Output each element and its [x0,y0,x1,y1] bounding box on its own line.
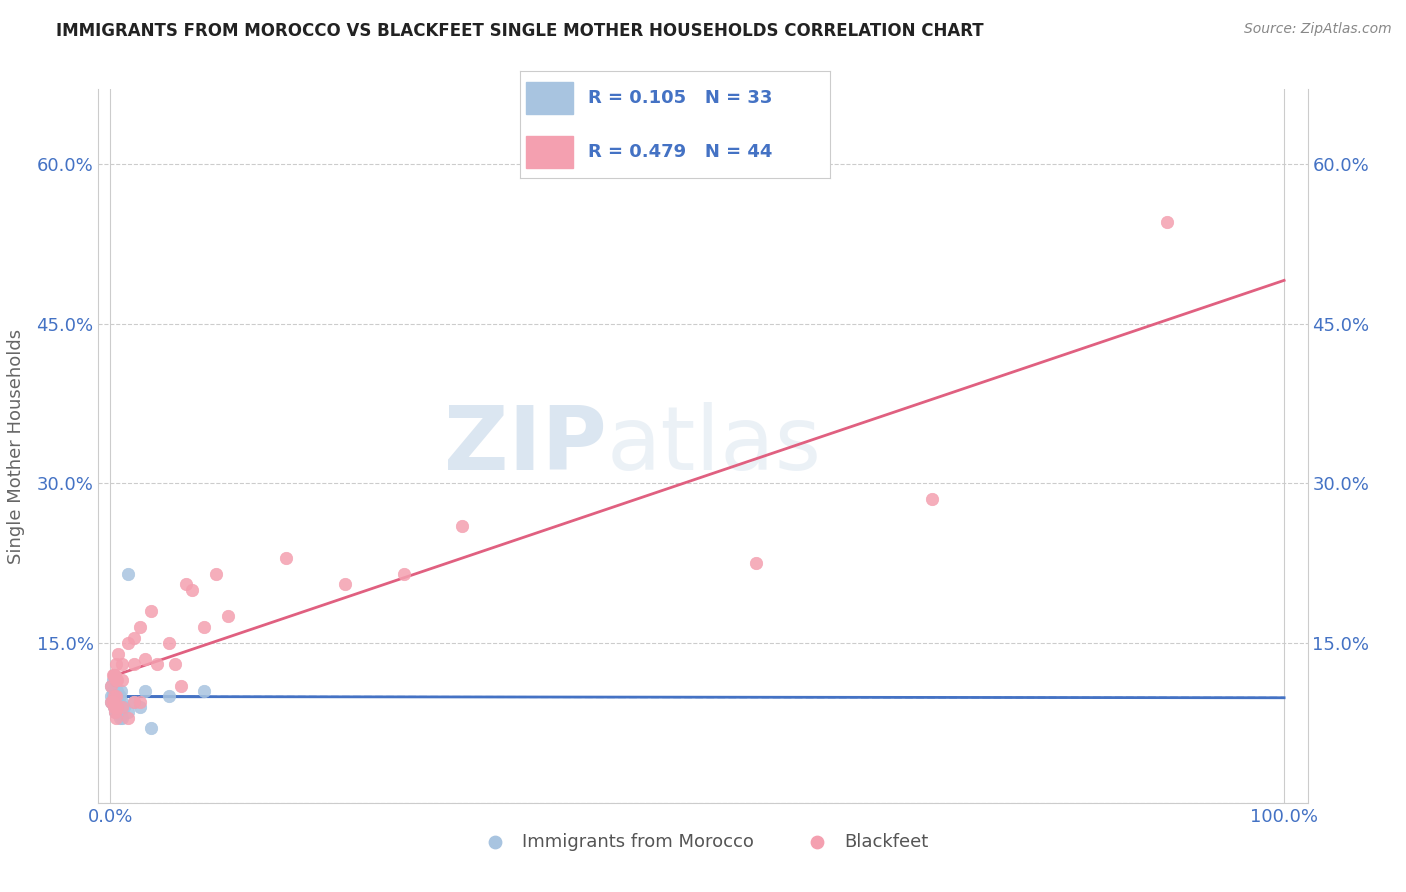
Point [117,710,139,724]
Point [105,706,128,720]
Point [105,700,128,714]
Point [169,679,191,693]
Point [110,684,132,698]
Point [103,690,125,704]
Point [117,706,139,720]
Text: R = 0.105   N = 33: R = 0.105 N = 33 [588,89,773,107]
Point [276,550,298,565]
Text: Source: ZipAtlas.com: Source: ZipAtlas.com [1244,22,1392,37]
Point [103,684,125,698]
Point [128,695,150,709]
Point [105,695,128,709]
Point [128,620,150,634]
Text: ZIP: ZIP [443,402,606,490]
Y-axis label: Single Mother Households: Single Mother Households [7,328,25,564]
Point [111,700,134,714]
Point [333,577,356,591]
Point [157,636,180,650]
Point [105,690,128,704]
Point [100,679,122,693]
Point [103,668,125,682]
Point [111,673,134,688]
Point [163,657,186,672]
Bar [526,136,572,168]
Point [105,673,128,688]
Point [104,706,127,720]
Point [100,690,122,704]
Point [141,721,163,735]
Bar [526,82,572,114]
Point [122,657,145,672]
Point [100,679,122,693]
Point [104,706,127,720]
Point [1156,215,1178,229]
Point [181,582,204,597]
Point [921,492,943,507]
Point [101,690,124,704]
Point [104,668,127,682]
Point [103,668,125,682]
Point [107,647,129,661]
Point [112,700,135,714]
Point [111,710,134,724]
Point [103,700,125,714]
Point [193,684,215,698]
Point [392,566,415,581]
Point [105,657,128,672]
Point [217,609,239,624]
Point [101,668,124,682]
Point [103,690,125,704]
Point [111,657,134,672]
Point [101,695,124,709]
Point [103,700,125,714]
Point [451,519,474,533]
Point [134,652,156,666]
Point [117,566,139,581]
Point [100,695,122,709]
Point [108,710,131,724]
Point [141,604,163,618]
Point [134,684,156,698]
Text: atlas: atlas [606,402,821,490]
Point [105,700,128,714]
Point [128,700,150,714]
Point [111,695,134,709]
Point [100,695,122,709]
Point [122,631,145,645]
Point [146,657,169,672]
Point [110,706,132,720]
Point [105,684,128,698]
Point [105,710,128,724]
Point [101,684,124,698]
Text: R = 0.479   N = 44: R = 0.479 N = 44 [588,143,773,161]
Point [101,673,124,688]
Point [745,556,768,570]
Point [104,695,127,709]
Point [157,690,180,704]
Point [104,690,127,704]
Text: IMMIGRANTS FROM MOROCCO VS BLACKFEET SINGLE MOTHER HOUSEHOLDS CORRELATION CHART: IMMIGRANTS FROM MOROCCO VS BLACKFEET SIN… [56,22,984,40]
Point [117,636,139,650]
Point [108,690,131,704]
Point [204,566,226,581]
Point [122,695,145,709]
Point [122,695,145,709]
Point [105,673,128,688]
Point [193,620,215,634]
Legend: Immigrants from Morocco, Blackfeet: Immigrants from Morocco, Blackfeet [470,826,936,858]
Point [176,577,198,591]
Point [107,695,129,709]
